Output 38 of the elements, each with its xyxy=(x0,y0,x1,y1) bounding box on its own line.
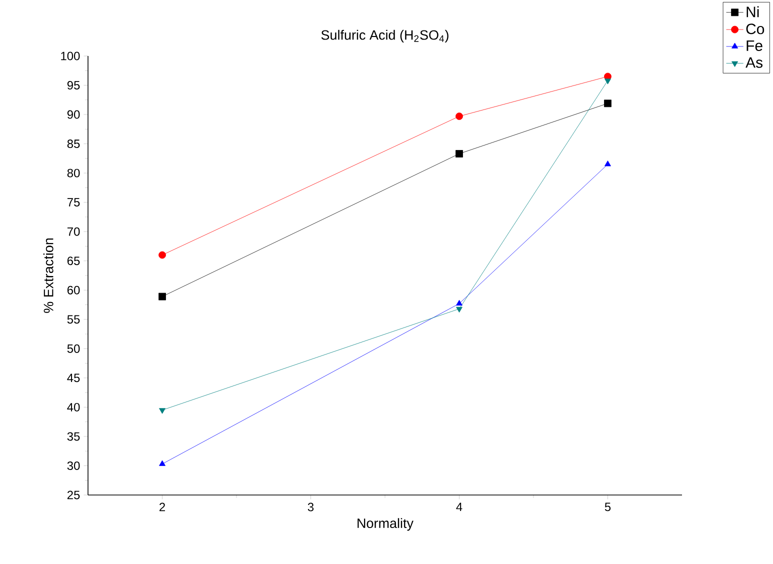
y-tick-label: 100 xyxy=(61,52,80,60)
point xyxy=(604,100,612,108)
y-tick-label: 85 xyxy=(67,140,80,148)
chart-title: Sulfuric Acid (H$_{2}$SO$_{4}$) xyxy=(321,30,448,42)
y-tick-label: 75 xyxy=(67,198,80,207)
y-tick-label: 45 xyxy=(67,374,80,382)
y-tick-label: 80 xyxy=(67,168,80,178)
y-tick-label: 55 xyxy=(67,315,80,324)
point xyxy=(456,150,463,158)
y-tick-label: 70 xyxy=(67,227,80,236)
x-tick-label: 4 xyxy=(456,502,462,512)
x-axis-title: Normality xyxy=(358,518,414,531)
point xyxy=(456,112,463,120)
point xyxy=(604,78,611,84)
y-tick-label: 95 xyxy=(67,81,80,90)
y-axis-title: % Extraction xyxy=(43,238,54,313)
y-tick-label: 60 xyxy=(67,286,80,294)
point xyxy=(456,306,462,313)
y-tick-label: 40 xyxy=(67,402,80,412)
legend-label: As xyxy=(746,57,762,68)
x-tick-label: 5 xyxy=(604,502,611,512)
point xyxy=(604,160,611,166)
x-tick-label: 2 xyxy=(160,502,165,512)
y-tick-label: 90 xyxy=(67,110,80,119)
x-tick-label: 3 xyxy=(308,502,314,512)
point xyxy=(456,300,462,306)
point xyxy=(159,460,166,466)
point xyxy=(159,408,166,414)
y-tick-label: 25 xyxy=(67,490,80,500)
y-tick-label: 35 xyxy=(67,432,80,441)
y-tick-label: 50 xyxy=(67,344,80,353)
legend-label: Ni xyxy=(746,6,759,18)
legend-label: Fe xyxy=(746,40,762,51)
legend-label: Co xyxy=(746,24,764,34)
point xyxy=(158,292,166,300)
y-tick-label: 30 xyxy=(67,461,80,470)
y-tick-label: 65 xyxy=(67,256,80,266)
point xyxy=(158,251,166,259)
